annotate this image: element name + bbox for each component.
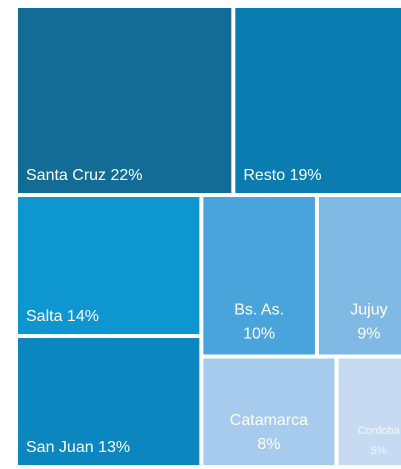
category-name: San Juan	[26, 439, 94, 456]
category-name: Resto	[243, 167, 285, 184]
category-name: Bs. As.	[234, 302, 284, 319]
tile	[203, 358, 335, 465]
tile-label: Salta 14%	[26, 308, 99, 325]
tile	[318, 197, 401, 355]
treemap: Santa Cruz 22% Resto 19% Salta 14% San Juan…	[18, 8, 401, 465]
tile	[18, 8, 232, 194]
value-label: 5%	[371, 445, 387, 457]
tile-label: Resto 19%	[243, 167, 321, 184]
value-label: 19%	[290, 167, 322, 184]
tile-label: San Juan 13%	[26, 439, 130, 456]
tile	[203, 197, 315, 355]
value-label: 13%	[98, 439, 130, 456]
tile	[18, 197, 200, 335]
category-name: Cordoba	[358, 425, 401, 437]
tile-label: Santa Cruz 22%	[26, 167, 143, 184]
category-name: Salta	[26, 308, 63, 325]
value-label: 8%	[257, 436, 280, 453]
tile	[235, 8, 401, 194]
value-label: 9%	[357, 326, 380, 343]
tile	[18, 338, 200, 465]
value-label: 14%	[67, 308, 99, 325]
value-label: 22%	[111, 167, 143, 184]
category-name: Santa Cruz	[26, 167, 106, 184]
tile	[338, 358, 401, 465]
value-label: 10%	[243, 326, 275, 343]
category-name: Jujuy	[350, 302, 387, 319]
category-name: Catamarca	[230, 412, 308, 429]
